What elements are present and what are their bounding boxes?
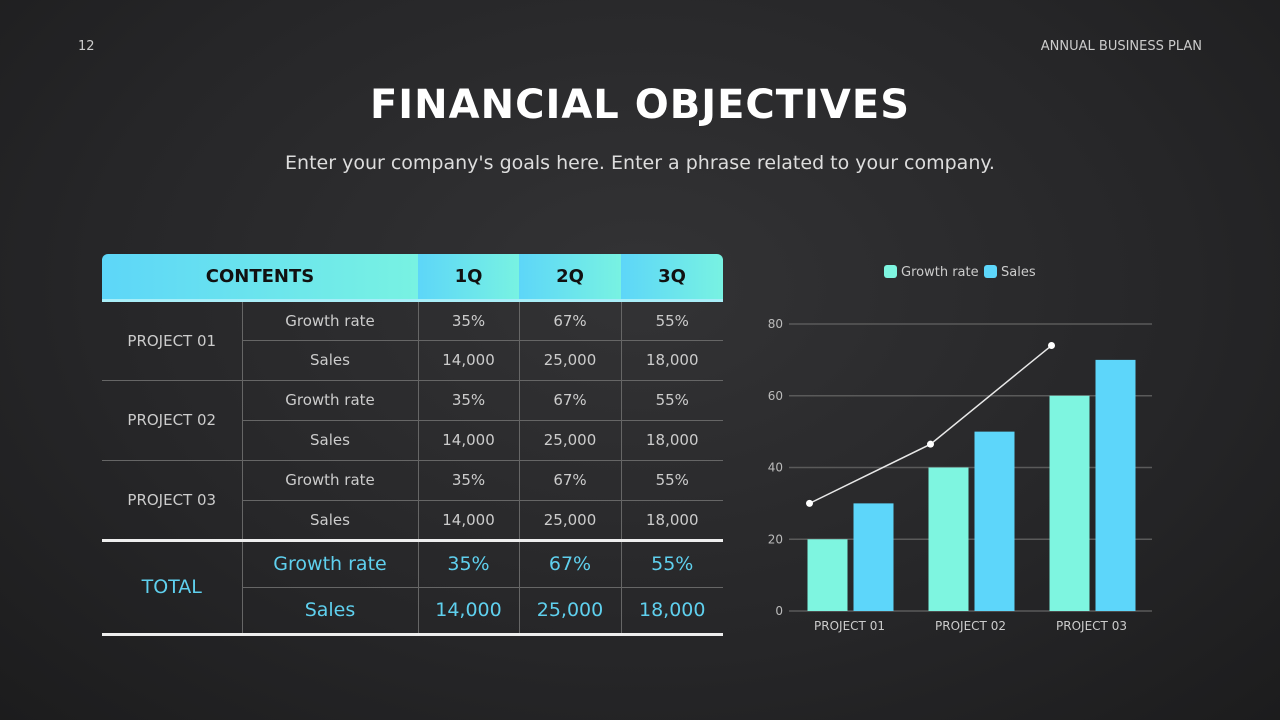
header-contents: CONTENTS: [102, 254, 418, 302]
quarter-value: 67%: [518, 379, 622, 421]
y-tick-label: 0: [775, 604, 783, 618]
bar-sales: [974, 431, 1015, 611]
legend-swatch: [884, 265, 897, 278]
subtitle: Enter your company's goals here. Enter a…: [285, 152, 995, 174]
quarter-value: 55%: [620, 379, 723, 421]
table-row: Sales 14,000 25,000 18,000: [102, 586, 723, 636]
project-name: PROJECT 03: [102, 459, 243, 541]
page-title: FINANCIAL OBJECTIVES: [369, 82, 911, 128]
quarter-value: 14,000: [417, 586, 520, 636]
table-row: PROJECT 03 Growth rate 35% 67% 55%: [102, 459, 723, 541]
legend-label: Growth rate: [901, 265, 979, 280]
metric-label: Growth rate: [241, 379, 419, 421]
document-title: ANNUAL BUSINESS PLAN: [1040, 39, 1202, 54]
quarter-value: 67%: [518, 538, 622, 588]
project-name: PROJECT 02: [102, 379, 243, 461]
quarter-value: 25,000: [518, 499, 622, 541]
bar-growth-rate: [807, 539, 848, 611]
quarter-value: 14,000: [417, 419, 520, 461]
quarter-value: 35%: [417, 459, 520, 501]
table-header: CONTENTS 1Q 2Q 3Q: [102, 254, 723, 302]
trend-point: [1048, 342, 1055, 350]
financial-table: CONTENTS 1Q 2Q 3Q PROJECT 01 Growth rate 3…: [102, 254, 723, 636]
header-1q: 1Q: [418, 254, 519, 302]
quarter-value: 67%: [518, 299, 622, 341]
metric-label: Growth rate: [241, 299, 419, 341]
y-tick-label: 40: [768, 461, 783, 475]
x-tick-label: PROJECT 03: [1056, 619, 1127, 633]
quarter-value: 25,000: [518, 586, 622, 636]
project-name: TOTAL: [102, 538, 243, 636]
y-tick-label: 60: [768, 389, 783, 403]
header-2q: 2Q: [519, 254, 621, 302]
bar-sales: [1095, 359, 1136, 611]
metric-label: Sales: [242, 586, 419, 636]
metric-label: Growth rate: [241, 459, 419, 501]
metric-label: Growth rate: [241, 538, 419, 588]
page-number: 12: [78, 39, 95, 54]
x-tick-label: PROJECT 01: [814, 619, 885, 633]
x-tick-label: PROJECT 02: [935, 619, 1006, 633]
quarter-value: 35%: [417, 379, 520, 421]
bar-growth-rate: [1049, 395, 1090, 611]
trend-point: [927, 440, 934, 448]
y-tick-label: 80: [768, 317, 783, 331]
y-tick-label: 20: [768, 532, 783, 546]
header-3q: 3Q: [621, 254, 723, 302]
trend-point: [806, 499, 813, 507]
quarter-value: 18,000: [620, 419, 723, 461]
quarter-value: 18,000: [620, 586, 723, 636]
metric-label: Sales: [242, 419, 419, 461]
legend-swatch: [984, 265, 997, 278]
quarter-value: 55%: [620, 538, 723, 588]
quarter-value: 35%: [417, 538, 520, 588]
quarter-value: 18,000: [620, 499, 723, 541]
table-row: PROJECT 02 Growth rate 35% 67% 55%: [102, 379, 723, 461]
quarter-value: 55%: [620, 459, 723, 501]
quarter-value: 14,000: [417, 339, 520, 381]
legend-label: Sales: [1001, 265, 1036, 280]
bar-growth-rate: [928, 467, 969, 611]
bar-sales: [853, 503, 894, 611]
quarter-value: 35%: [417, 299, 520, 341]
quarter-value: 14,000: [417, 499, 520, 541]
quarter-value: 67%: [518, 459, 622, 501]
table-row: Sales 14,000 25,000 18,000: [102, 419, 723, 461]
table-row: TOTAL Growth rate 35% 67% 55%: [102, 538, 723, 636]
quarter-value: 25,000: [518, 339, 622, 381]
